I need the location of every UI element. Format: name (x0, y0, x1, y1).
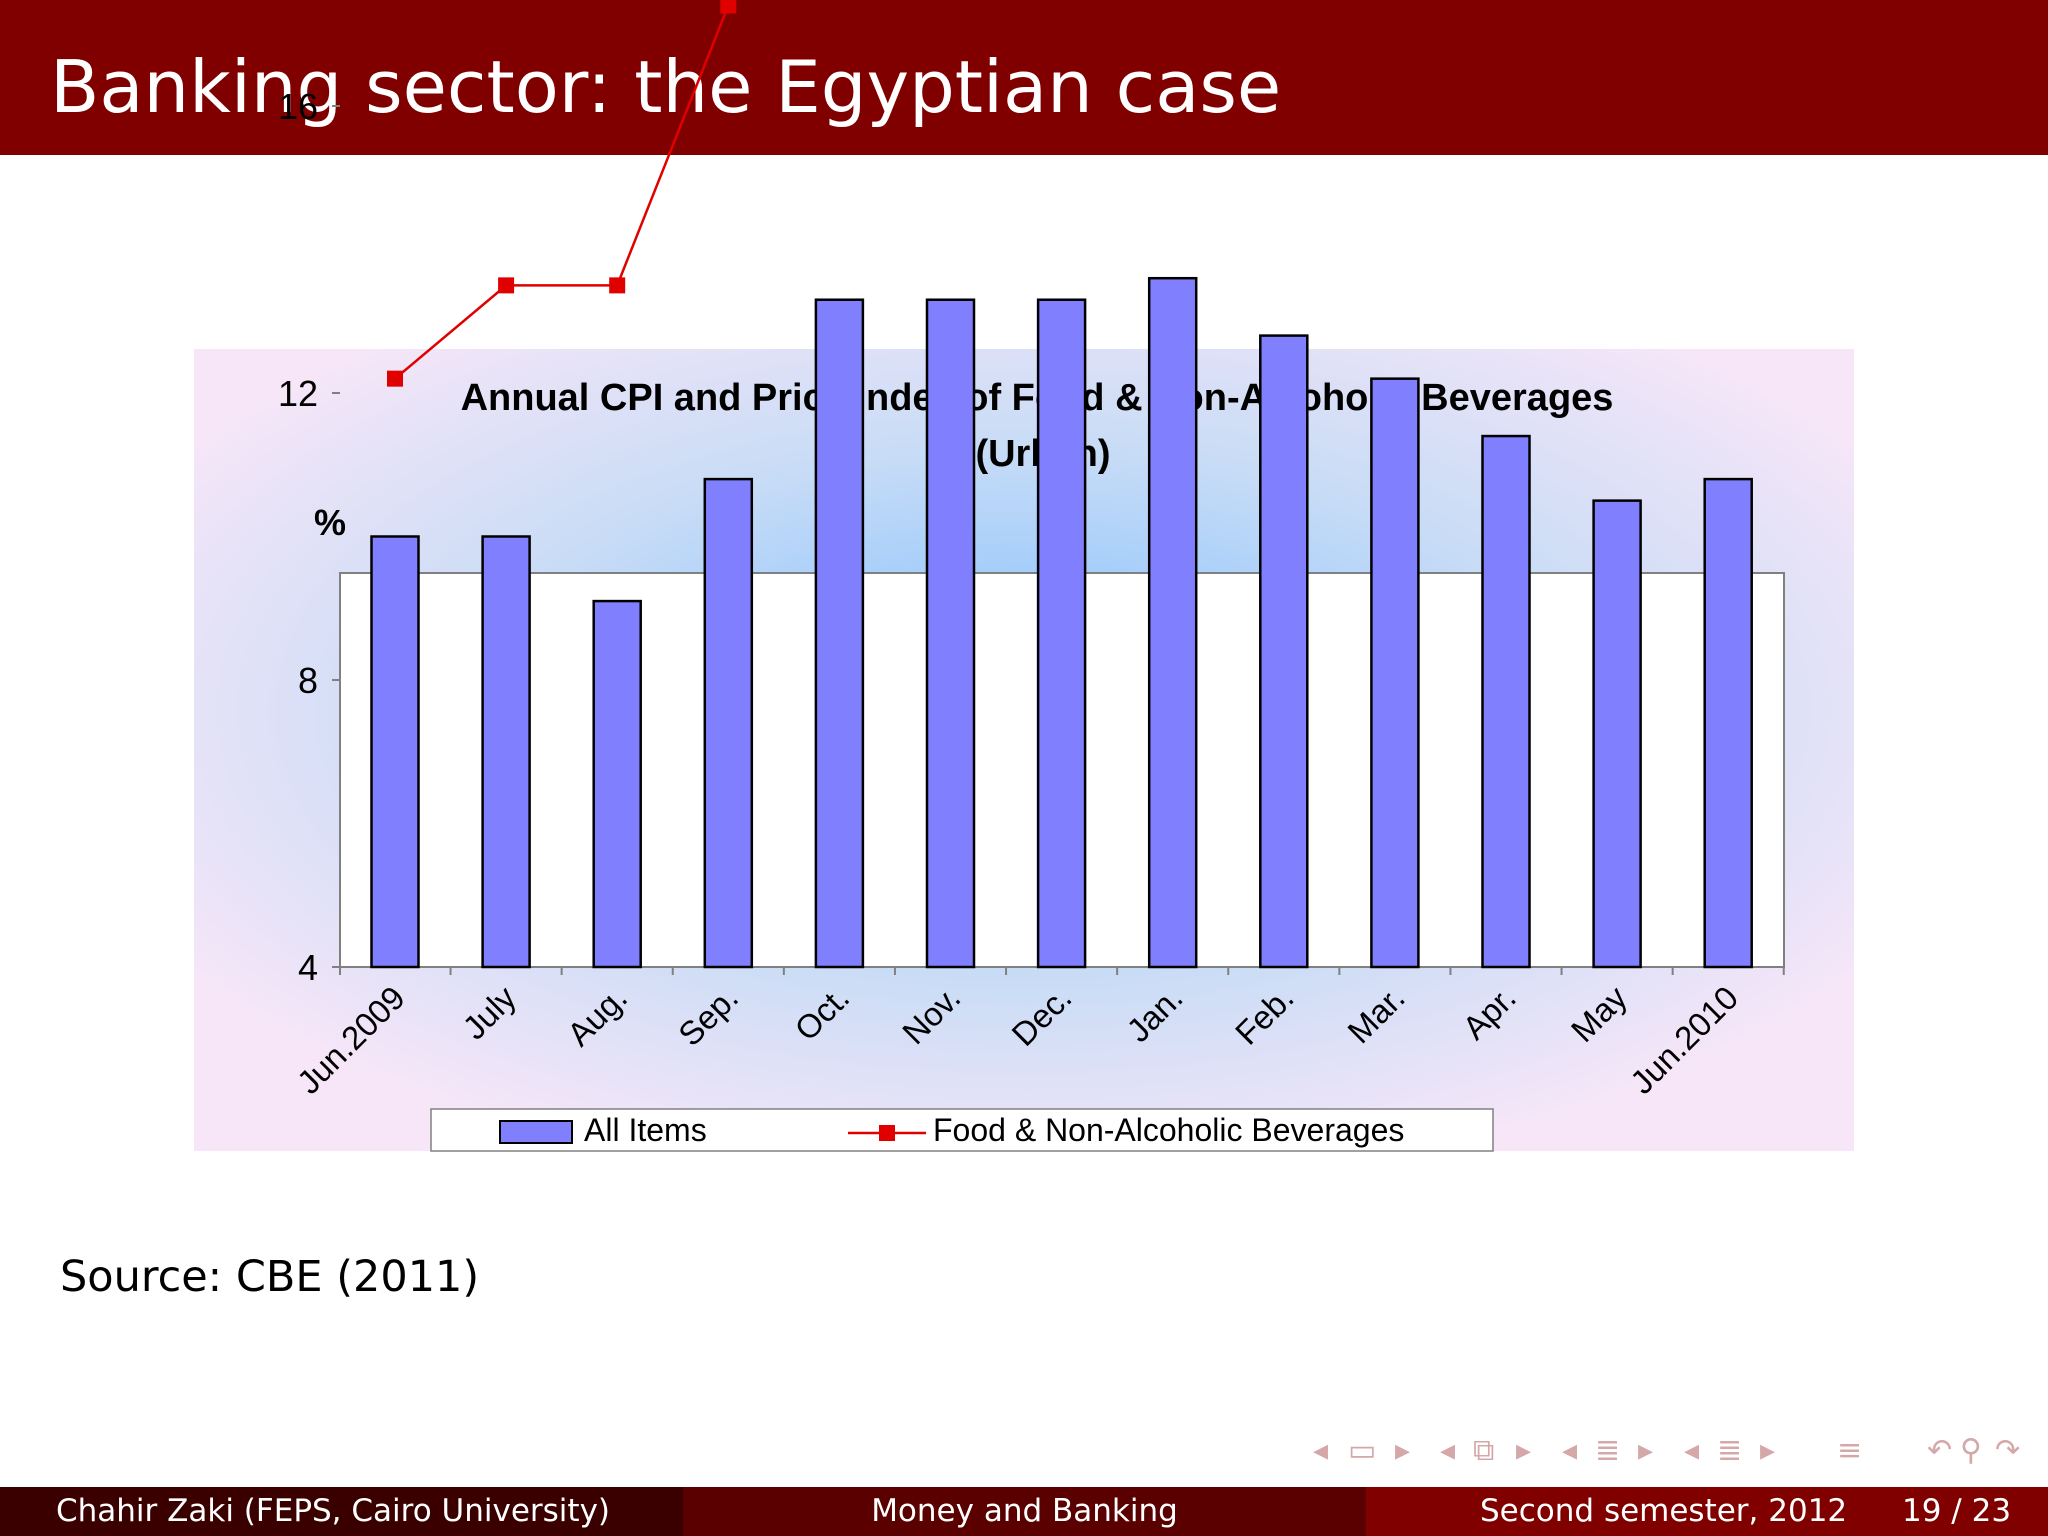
legend: All Items Food & Non-Alcoholic Beverages (430, 1108, 1494, 1152)
bar-all-items (1481, 434, 1531, 969)
y-tick-label: 8 (298, 660, 318, 701)
y-tick-label: 12 (278, 373, 318, 414)
next-frame-icon[interactable]: ▸ (1395, 1433, 1411, 1468)
back-icon[interactable]: ↶ (1927, 1433, 1953, 1468)
point-food (720, 0, 737, 14)
bar-all-items (814, 298, 865, 969)
next-toc-icon[interactable]: ▸ (1760, 1433, 1776, 1468)
footer: Chahir Zaki (FEPS, Cairo University) Mon… (0, 1487, 2048, 1536)
chart: Annual CPI and Price Index of Food & Non… (194, 0, 1854, 1152)
bar-all-items (592, 599, 642, 969)
y-tick-label: 16 (278, 86, 318, 127)
slide-title: Banking sector: the Egyptian case (50, 45, 1282, 129)
legend-box (430, 1108, 1494, 1152)
point-food (498, 277, 515, 294)
legend-swatch-all-items (499, 1120, 573, 1144)
forward-icon[interactable]: ↷ (1995, 1433, 2021, 1468)
bar-series (370, 276, 1753, 969)
source-note: Source: CBE (2011) (60, 1252, 480, 1302)
toc-icon[interactable]: ≣ (1717, 1433, 1743, 1468)
y-tick-label: 4 (298, 947, 318, 988)
y-axis-label: % (314, 502, 346, 543)
bar-all-items (370, 535, 420, 969)
frame-icon[interactable]: ▭ (1348, 1433, 1377, 1468)
footer-middle: Money and Banking (683, 1487, 1366, 1536)
bar-all-items (1592, 499, 1642, 969)
prev-toc-icon[interactable]: ◂ (1684, 1433, 1700, 1468)
legend-label-food: Food & Non-Alcoholic Beverages (933, 1112, 1404, 1148)
bar-all-items (1370, 377, 1420, 969)
prev-frame-icon[interactable]: ◂ (1313, 1433, 1329, 1468)
footer-date: Second semester, 2012 (1480, 1493, 1848, 1529)
next-subsection-icon[interactable]: ▸ (1516, 1433, 1532, 1468)
bar-all-items (925, 298, 976, 969)
footer-course: Money and Banking (871, 1493, 1178, 1529)
next-section-icon[interactable]: ▸ (1638, 1433, 1654, 1468)
appendix-icon[interactable]: ≡ (1837, 1433, 1863, 1468)
y-ticks: 4812162024 (278, 86, 340, 988)
prev-subsection-icon[interactable]: ◂ (1440, 1433, 1456, 1468)
point-food (609, 277, 626, 294)
bar-all-items (1147, 276, 1198, 969)
beamer-navigation: ◂ ▭ ▸ ◂ ⧉ ▸ ◂ ≣ ▸ ◂ ≣ ▸ ≡ ↶ ⚲ ↷ (1310, 1433, 2040, 1477)
footer-left: Chahir Zaki (FEPS, Cairo University) (0, 1487, 683, 1536)
title-bar: Banking sector: the Egyptian case (0, 0, 2048, 155)
subsection-icon[interactable]: ⧉ (1473, 1433, 1495, 1468)
bar-all-items (481, 535, 531, 969)
footer-page-number: 19 / 23 (1902, 1493, 2012, 1529)
prev-section-icon[interactable]: ◂ (1562, 1433, 1578, 1468)
footer-right: Second semester, 2012 19 / 23 (1366, 1487, 2048, 1536)
search-icon[interactable]: ⚲ (1960, 1433, 1982, 1468)
point-food (387, 370, 403, 387)
line-series (387, 0, 737, 387)
bar-all-items (703, 477, 754, 969)
bar-all-items (1703, 477, 1753, 969)
bar-all-items (1259, 334, 1309, 969)
legend-label-all-items: All Items (584, 1112, 707, 1148)
legend-marker-food (879, 1125, 895, 1141)
footer-author: Chahir Zaki (FEPS, Cairo University) (56, 1493, 611, 1529)
x-ticks (339, 967, 1785, 975)
section-icon[interactable]: ≣ (1595, 1433, 1621, 1468)
bar-all-items (1036, 298, 1087, 969)
